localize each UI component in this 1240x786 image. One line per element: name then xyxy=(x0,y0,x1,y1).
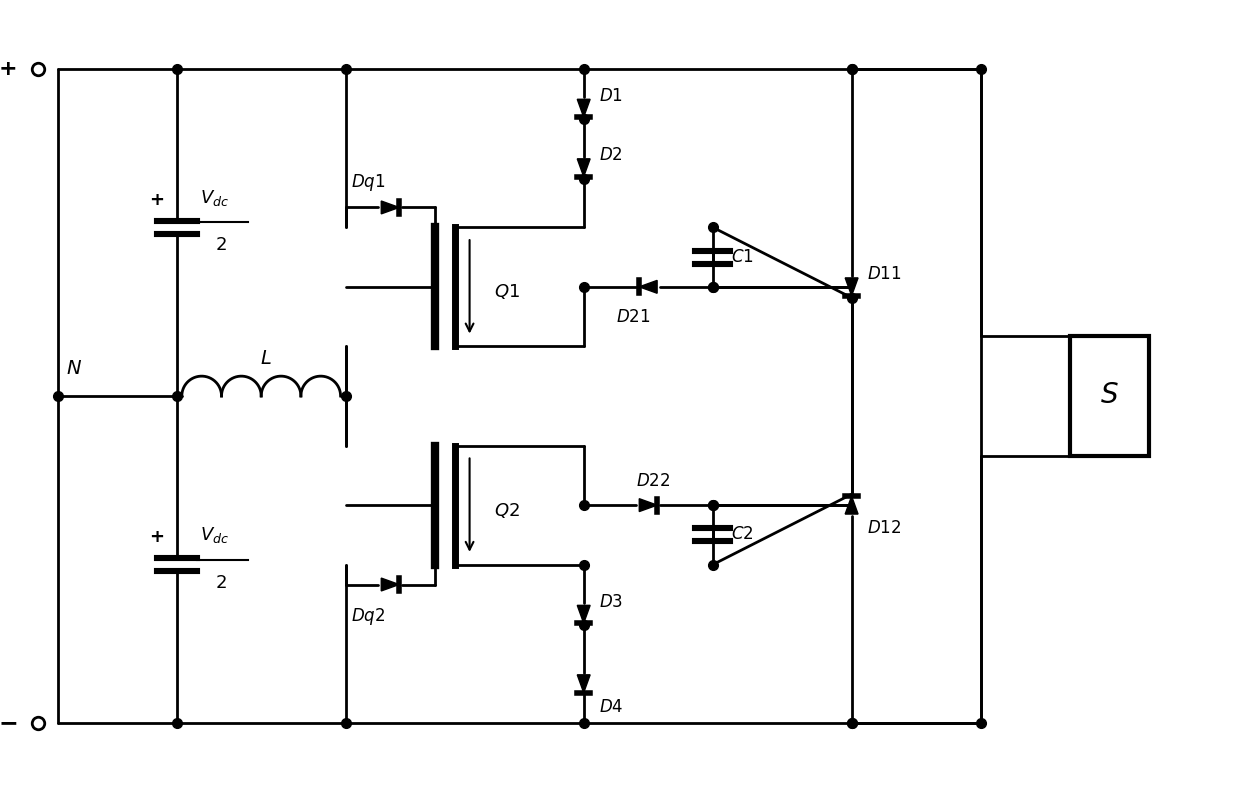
Polygon shape xyxy=(640,281,657,293)
Text: $C2$: $C2$ xyxy=(730,527,753,543)
Text: $V_{dc}$: $V_{dc}$ xyxy=(200,188,228,208)
Text: −: − xyxy=(0,711,19,736)
Polygon shape xyxy=(578,159,590,177)
Text: 2: 2 xyxy=(216,574,227,592)
Text: $D4$: $D4$ xyxy=(599,699,622,715)
Polygon shape xyxy=(640,498,657,512)
Text: $C1$: $C1$ xyxy=(730,248,753,266)
Polygon shape xyxy=(578,605,590,623)
Polygon shape xyxy=(578,99,590,117)
Polygon shape xyxy=(381,201,399,214)
Text: $D22$: $D22$ xyxy=(636,473,671,490)
Text: $N$: $N$ xyxy=(66,360,82,378)
Text: $D3$: $D3$ xyxy=(599,594,622,611)
Text: $S$: $S$ xyxy=(1100,383,1118,410)
Polygon shape xyxy=(846,278,858,296)
Text: $Dq2$: $Dq2$ xyxy=(351,606,384,627)
Text: 2: 2 xyxy=(216,236,227,254)
Text: $D12$: $D12$ xyxy=(867,520,901,537)
Polygon shape xyxy=(381,578,399,591)
Text: $D21$: $D21$ xyxy=(616,309,651,325)
Text: $D2$: $D2$ xyxy=(599,147,622,164)
Text: $Q2$: $Q2$ xyxy=(495,501,521,520)
Text: $D11$: $D11$ xyxy=(867,266,901,284)
Polygon shape xyxy=(846,496,858,514)
Text: $Dq1$: $Dq1$ xyxy=(351,171,384,193)
Text: +: + xyxy=(150,528,165,546)
Text: $D1$: $D1$ xyxy=(599,88,622,105)
Polygon shape xyxy=(578,675,590,692)
Text: $L$: $L$ xyxy=(260,351,272,368)
Bar xyxy=(1070,336,1149,456)
Text: +: + xyxy=(0,58,17,79)
Text: $Q1$: $Q1$ xyxy=(495,282,521,301)
Text: $V_{dc}$: $V_{dc}$ xyxy=(200,525,228,545)
Text: +: + xyxy=(150,190,165,208)
